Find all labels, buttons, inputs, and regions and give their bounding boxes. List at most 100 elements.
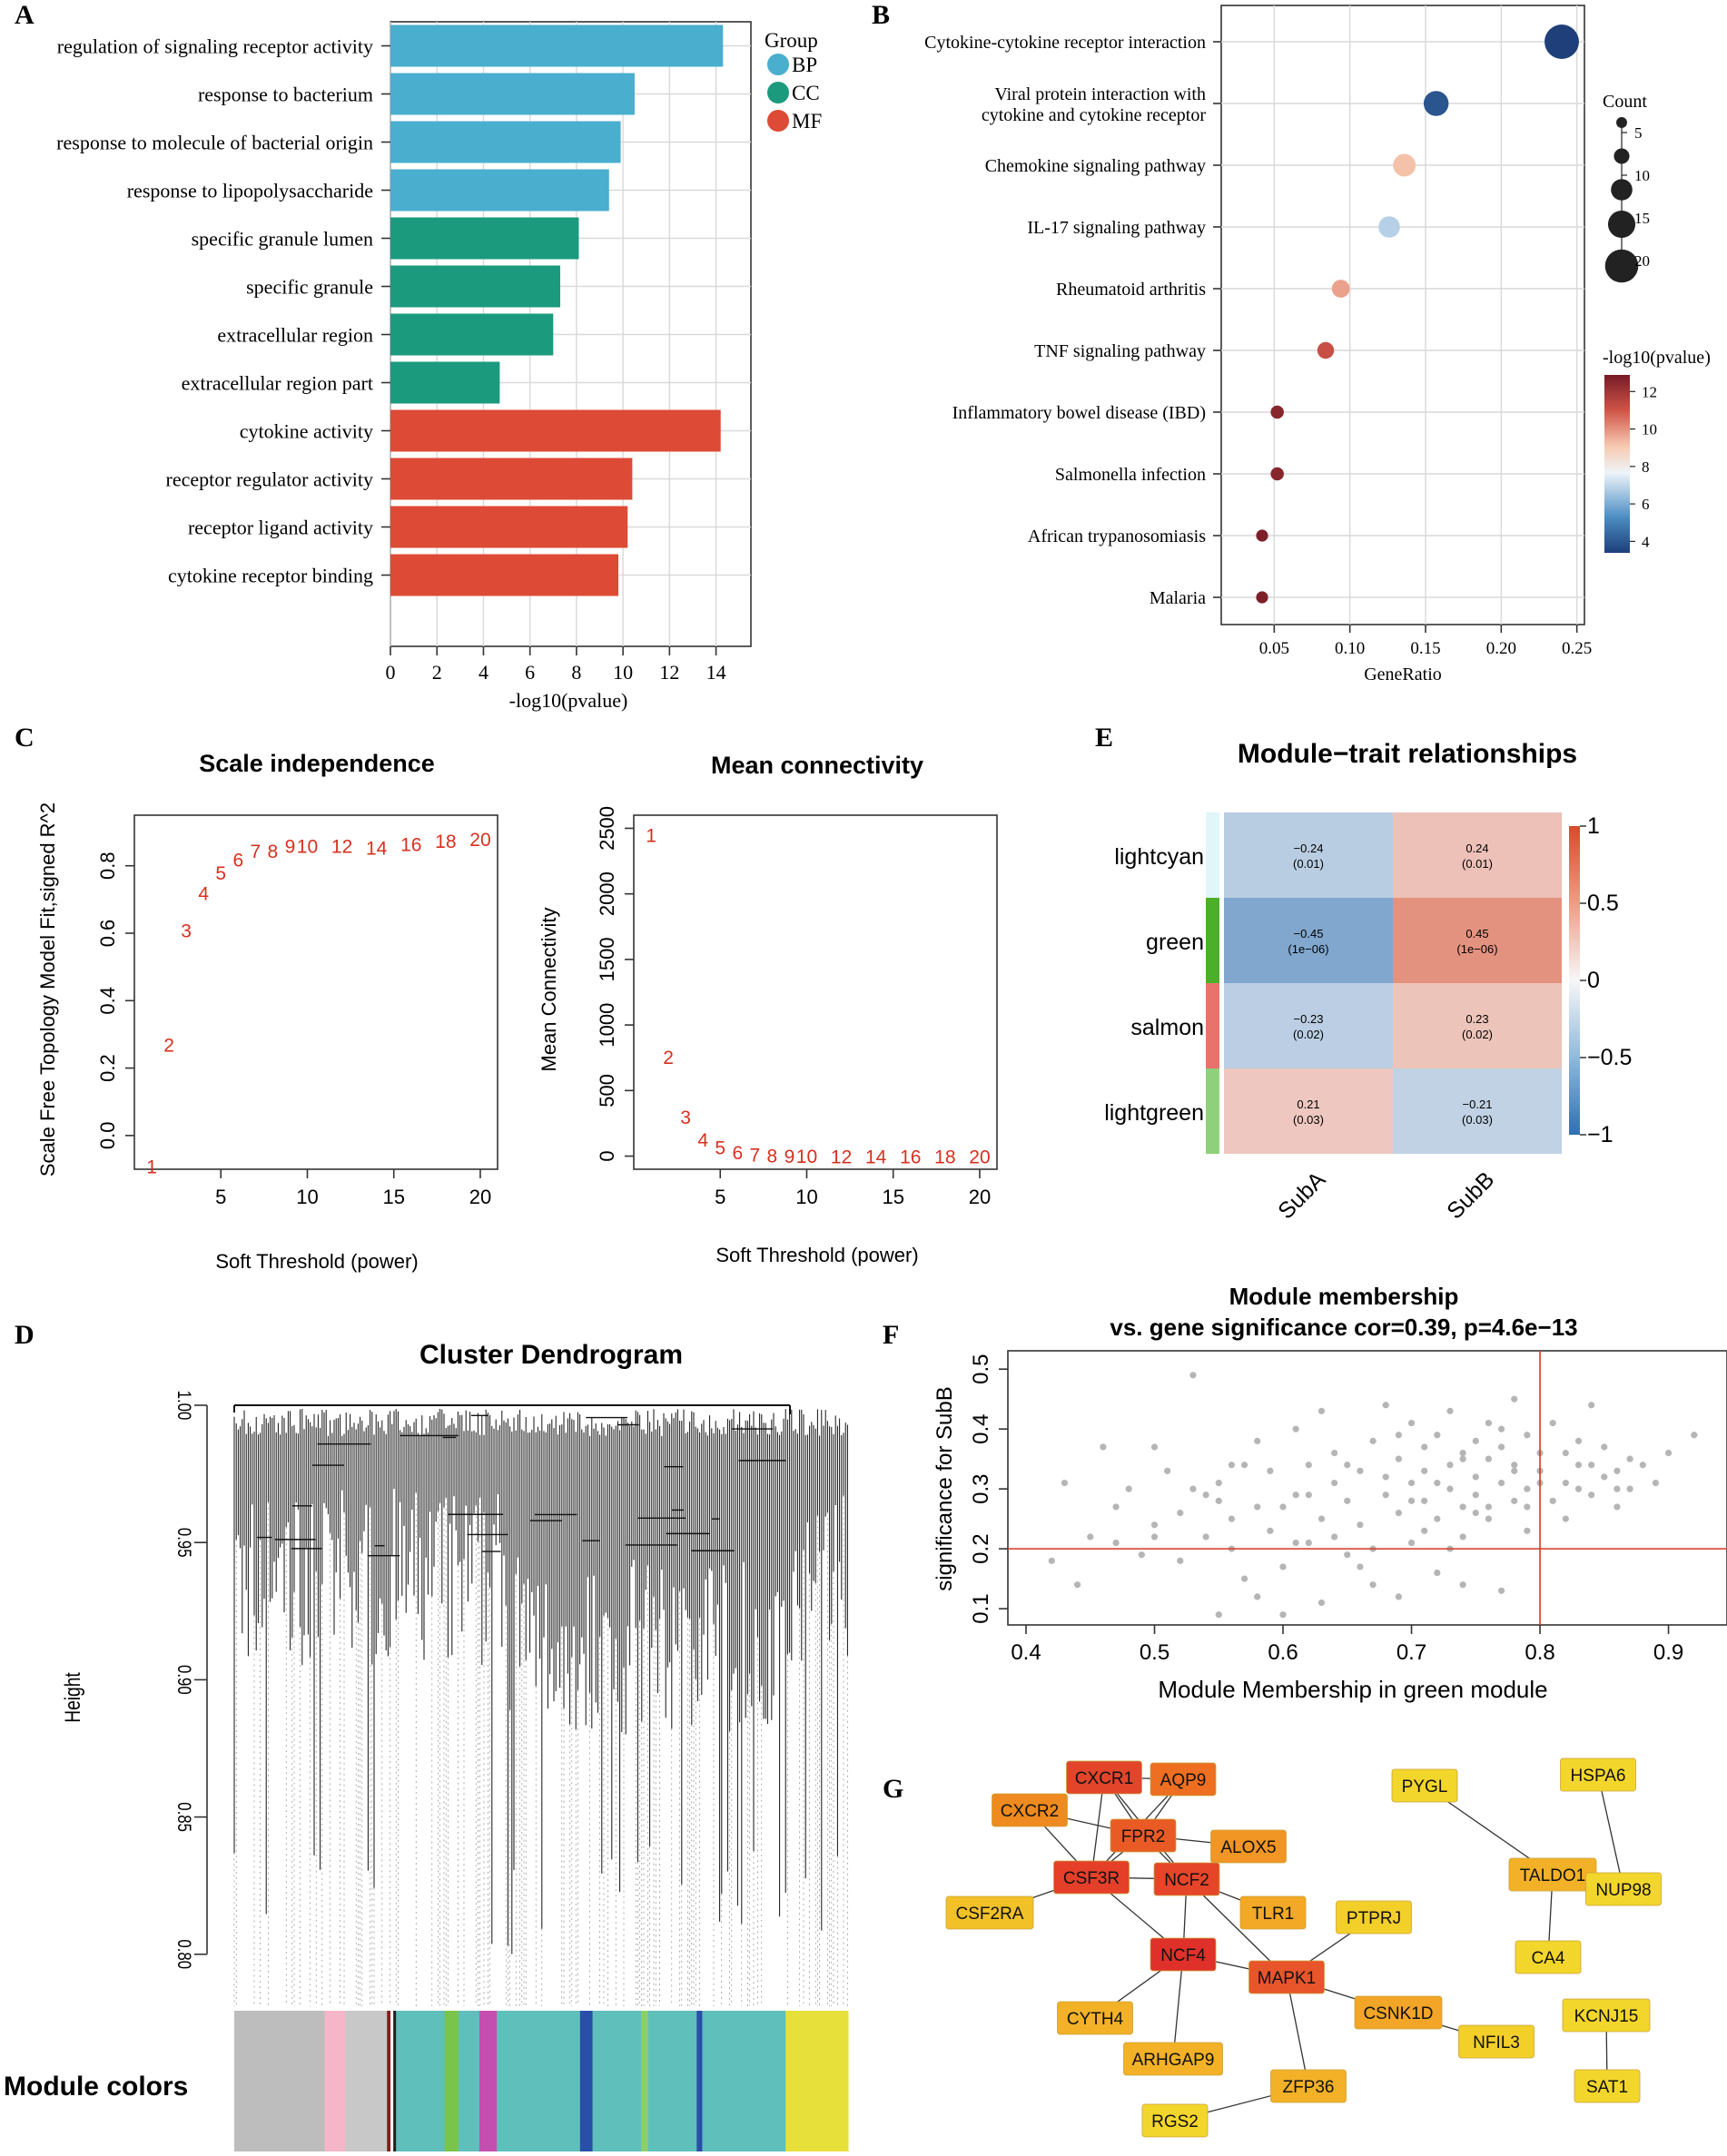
panel-f-point [1215, 1479, 1222, 1487]
panel-a-bar [390, 265, 560, 308]
panel-e-cell-value: −0.24 [1294, 842, 1324, 855]
panel-f-point [1511, 1462, 1518, 1469]
panel-a-bar [390, 217, 579, 260]
panel-f-point [1459, 1503, 1466, 1511]
panel-c2-y-tick-label: 1500 [596, 937, 618, 981]
panel-f-x-tick-label: 0.4 [1011, 1640, 1041, 1665]
panel-c1-y-tick-label: 0.0 [96, 1122, 119, 1150]
panel-a-legend-title: Group [765, 29, 818, 52]
panel-a-x-tick-label: 10 [613, 661, 633, 684]
panel-f-point [1421, 1467, 1428, 1474]
panel-g-node-label: FPR2 [1121, 1827, 1166, 1846]
panel-f-point [1446, 1485, 1454, 1492]
panel-f-point [1344, 1497, 1351, 1504]
panel-e-heatmap: lightcyan −0.24 (0.01) 0.24 (0.01) green −0.45… [1104, 812, 1562, 1224]
panel-d-module-colors-label: Module colors [4, 2072, 188, 2102]
panel-c2-point-label: 3 [680, 1108, 691, 1128]
panel-label-a: A [15, 0, 35, 30]
panel-g-node-label: CXCR1 [1075, 1769, 1133, 1788]
panel-g-node [1562, 1998, 1651, 2033]
panel-g-node-label: MAPK1 [1258, 1969, 1316, 1988]
panel-e-cell-pvalue: (1e−06) [1456, 942, 1497, 956]
panel-f-point [1267, 1527, 1274, 1534]
panel-d-title: Cluster Dendrogram [419, 1340, 683, 1370]
panel-a-term-label: specific granule [246, 276, 373, 299]
panel-d-module-color-segment [390, 2011, 394, 2151]
panel-f-point [1434, 1515, 1441, 1522]
panel-f-point [1369, 1581, 1377, 1589]
panel-a-term-label: response to bacterium [198, 84, 373, 106]
panel-f-point [1048, 1557, 1055, 1564]
panel-f-point [1614, 1485, 1621, 1492]
panel-g-node [1585, 1872, 1662, 1906]
panel-d-module-color-bar [234, 2011, 849, 2151]
panel-a-term-label: specific granule lumen [192, 228, 373, 251]
panel-a-term-label: receptor ligand activity [188, 517, 373, 539]
panel-f-point [1150, 1521, 1159, 1529]
panel-c2-point-label: 6 [732, 1143, 743, 1164]
panel-f-point [1112, 1503, 1120, 1511]
panel-g-node [1248, 1960, 1325, 1994]
panel-f-point [1150, 1443, 1159, 1451]
panel-f-point [1549, 1497, 1556, 1504]
panel-b-size-legend-label: 20 [1634, 252, 1650, 270]
panel-b-gridlines [1221, 5, 1584, 625]
panel-f-point [1472, 1473, 1479, 1481]
panel-e-color-bar-label: −0.5 [1587, 1045, 1632, 1070]
panel-c1-point-label: 5 [215, 863, 226, 884]
panel-e-cell [1393, 983, 1562, 1068]
panel-g-node [1515, 1940, 1582, 1974]
panel-f-point [1459, 1449, 1466, 1457]
panel-f-point [1305, 1539, 1312, 1547]
panel-f-point [1395, 1509, 1402, 1517]
panel-a-legend-label: MF [792, 110, 822, 133]
panel-e-cell [1224, 983, 1393, 1068]
panel-f-point [1240, 1462, 1248, 1469]
panel-e-cell [1393, 1068, 1562, 1154]
panel-b-point [1378, 216, 1400, 238]
panel-f-point [1395, 1593, 1402, 1600]
panel-f-point [1626, 1485, 1633, 1492]
panel-b-x-tick-label: 0.20 [1486, 639, 1516, 658]
panel-e-color-bar-label: −1 [1587, 1122, 1614, 1147]
panel-b-x-tick-label: 0.25 [1562, 639, 1592, 658]
panel-a-x-tick-label: 0 [386, 661, 396, 684]
panel-g-node [1336, 1900, 1412, 1934]
panel-f-points [1048, 1372, 1698, 1619]
panel-g-node-label: RGS2 [1151, 2112, 1199, 2131]
panel-b-size-legend-label: 10 [1634, 167, 1650, 184]
panel-b-point [1544, 25, 1579, 59]
panel-f-point [1112, 1539, 1120, 1547]
panel-e-cell-pvalue: (0.03) [1293, 1113, 1324, 1127]
panel-e-column-label: SubB [1442, 1167, 1499, 1224]
panel-f-point [1511, 1467, 1518, 1474]
panel-g-node-label: PYGL [1402, 1777, 1448, 1797]
panel-g-node-label: NCF2 [1164, 1871, 1209, 1890]
panel-c2-point-label: 4 [697, 1130, 708, 1151]
panel-f-point [1228, 1515, 1236, 1522]
panel-e-cell-pvalue: (0.01) [1462, 857, 1493, 871]
panel-g-node [992, 1793, 1068, 1827]
panel-b-point [1393, 153, 1416, 177]
panel-e-column-label: SubA [1273, 1167, 1330, 1224]
panel-a-bar [390, 25, 724, 67]
panel-f-point [1317, 1599, 1326, 1607]
panel-f-point [1292, 1491, 1299, 1499]
panel-g-edge [1286, 1976, 1309, 2087]
panel-f-point [1267, 1467, 1274, 1474]
panel-c1-y-tick-label: 0.2 [96, 1054, 119, 1082]
panel-g-node [1239, 1895, 1307, 1930]
panel-g-node [1066, 1760, 1142, 1795]
panel-b-term-label: TNF signaling pathway [1034, 341, 1206, 361]
panel-f-point [1407, 1479, 1416, 1487]
panel-f-point [1254, 1437, 1261, 1444]
panel-b-size-legend: 5 10 15 20 [1604, 117, 1650, 283]
panel-f-point [1588, 1462, 1595, 1469]
panel-d-module-color-segment [393, 2011, 397, 2151]
panel-c1-axis-ticks: 5 10 15 200.00.20.40.60.8 [96, 852, 491, 1208]
panel-f-point [1485, 1419, 1493, 1427]
panel-f-point [1279, 1611, 1287, 1619]
panel-c1-y-tick-label: 0.8 [96, 852, 119, 880]
panel-g-node [1141, 2103, 1209, 2138]
panel-f-point [1317, 1515, 1326, 1522]
